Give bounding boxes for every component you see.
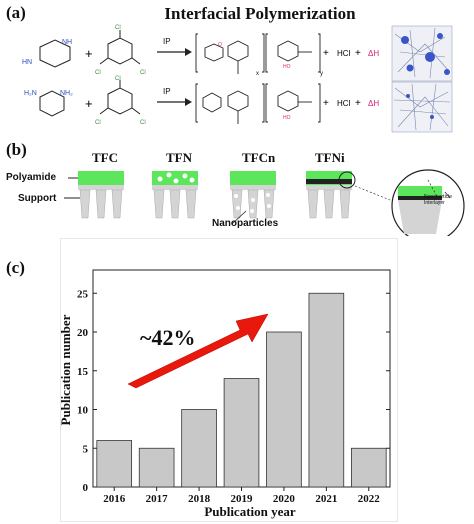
bar-2018 xyxy=(181,409,217,488)
bar-2016 xyxy=(96,440,133,488)
tfn-membrane xyxy=(152,171,198,219)
hydroxyl-label: HO xyxy=(283,115,291,121)
y-tick-label: 20 xyxy=(77,327,89,339)
plus-sign: + xyxy=(85,46,93,61)
y-tick-label: 5 xyxy=(83,443,89,455)
panel-b-label: (b) xyxy=(6,140,27,159)
ip-arrow-label-2: IP xyxy=(163,87,171,96)
bar-2021 xyxy=(308,292,345,488)
x-tick-label: 2019 xyxy=(231,493,254,505)
support-layer-label: Support xyxy=(18,193,57,204)
y-tick-label: 25 xyxy=(77,288,89,300)
bar-2020 xyxy=(266,331,302,488)
nh2-label-2: NH₂ xyxy=(60,90,73,97)
ip-arrow-label: IP xyxy=(163,37,171,46)
polyamide-structure xyxy=(195,33,321,74)
tmc-structure xyxy=(99,30,141,65)
column-label-tfni: TFNi xyxy=(315,150,345,165)
phenylenediamine-structure xyxy=(39,90,65,117)
cl-label: Cl xyxy=(140,70,146,76)
x-tick-label: 2018 xyxy=(188,493,211,505)
x-tick-label: 2016 xyxy=(103,493,126,505)
x-tick-label: 2020 xyxy=(273,493,296,505)
plus-sign: + xyxy=(355,48,361,59)
panel-a-label: (a) xyxy=(6,3,26,22)
bar-2022 xyxy=(350,447,387,488)
plus-sign: + xyxy=(323,48,329,59)
tfni-membrane xyxy=(306,171,356,219)
nh-label-2: NH xyxy=(62,39,72,46)
hcl-label: HCl xyxy=(337,49,351,58)
polyamide-layer-label: Polyamide xyxy=(6,172,57,183)
reaction-schemes: HN NH + Cl Cl Cl O HO + HCl + ΔH H₂N xyxy=(22,25,453,133)
trend-arrow xyxy=(127,313,269,389)
y-tick-label: 10 xyxy=(77,405,89,417)
plus-sign: + xyxy=(85,96,93,111)
piperazine-structure xyxy=(39,39,71,68)
tfcn-membrane xyxy=(230,171,276,219)
growth-annotation: ~42% xyxy=(140,325,195,350)
panel-c-label: (c) xyxy=(6,258,25,277)
nanoparticle-pointer xyxy=(231,210,247,225)
x-tick-label: 2017 xyxy=(146,493,169,505)
inset-label: Nanoparticle Interlayer xyxy=(424,194,452,206)
plus-sign: + xyxy=(323,98,329,109)
y-tick-label: 0 xyxy=(83,482,89,494)
subscript-y: y xyxy=(320,71,323,77)
column-label-tfcn: TFCn xyxy=(242,150,276,165)
interlayer-zoom-inset xyxy=(391,169,465,236)
polyamide-structure-2 xyxy=(195,83,321,124)
inset-label-line1: Nanoparticle xyxy=(424,194,453,200)
nh2-label: H₂N xyxy=(24,90,37,97)
delta-h-label: ΔH xyxy=(368,49,379,58)
bar-2017 xyxy=(138,447,175,488)
chart-frame xyxy=(60,238,398,522)
tmc-structure-2 xyxy=(99,80,141,115)
cl-label: Cl xyxy=(140,120,146,126)
column-label-tfn: TFN xyxy=(166,150,192,165)
membrane-schematics xyxy=(64,169,465,236)
bar-2019 xyxy=(223,378,260,488)
panel-a-title: Interfacial Polymerization xyxy=(164,4,356,23)
subscript-x: x xyxy=(256,71,259,77)
cl-label: Cl xyxy=(95,120,101,126)
inset-label-line2: Interlayer xyxy=(424,200,445,206)
x-tick-label: 2022 xyxy=(358,493,381,505)
nanoparticles-label: Nanoparticles xyxy=(212,218,279,229)
x-tick-label: 2021 xyxy=(315,493,337,505)
cl-label: Cl xyxy=(95,70,101,76)
cl-label: Cl xyxy=(115,76,121,82)
oxygen-label: O xyxy=(218,42,222,48)
hcl-label: HCl xyxy=(337,99,351,108)
x-axis-title: Publication year xyxy=(204,504,296,519)
nh-label: HN xyxy=(22,59,32,66)
y-tick-label: 15 xyxy=(77,366,89,378)
column-label-tfc: TFC xyxy=(92,150,118,165)
plus-sign: + xyxy=(355,98,361,109)
polymer-network-render-2 xyxy=(391,81,453,133)
reaction-arrowhead xyxy=(185,98,192,106)
tfc-membrane xyxy=(78,171,124,219)
hydroxyl-label: HO xyxy=(283,64,291,70)
polymer-network-render xyxy=(391,25,453,82)
reaction-arrowhead xyxy=(185,48,192,56)
cl-label: Cl xyxy=(115,25,121,31)
delta-h-label: ΔH xyxy=(368,99,379,108)
